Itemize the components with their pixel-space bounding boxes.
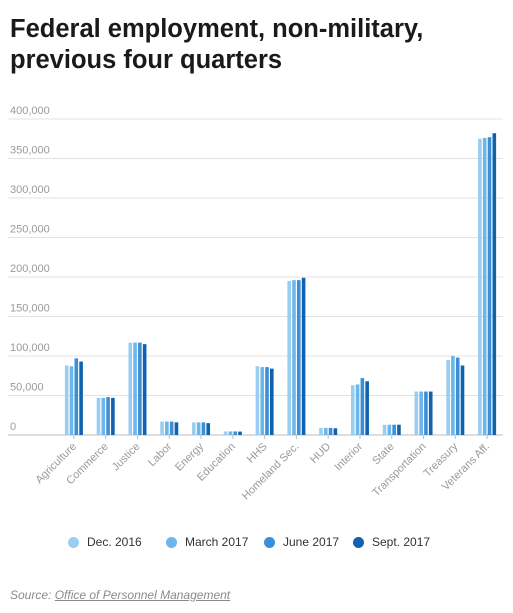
y-tick-label: 300,000 xyxy=(10,184,50,196)
bar[interactable] xyxy=(424,391,428,435)
y-axis-ticks: 0 50,000 100,000 150,000 200,000 250,000 300,0… xyxy=(10,105,50,433)
y-tick-label: 50,000 xyxy=(10,382,44,394)
bar[interactable] xyxy=(233,431,238,435)
chart-title: Federal employment, non-military, previo… xyxy=(10,15,424,74)
legend-swatch-june-2017 xyxy=(264,536,275,548)
source-link[interactable]: Office of Personnel Management xyxy=(54,588,231,602)
bar[interactable] xyxy=(428,391,433,435)
legend-label: Sept. 2017 xyxy=(372,535,431,549)
bar[interactable] xyxy=(260,367,265,435)
bar[interactable] xyxy=(492,133,497,435)
bar[interactable] xyxy=(455,357,460,435)
bar[interactable] xyxy=(206,423,211,435)
bar[interactable] xyxy=(397,424,401,435)
legend-swatch-march-2017 xyxy=(166,536,177,548)
source-note: Source: Office of Personnel Management xyxy=(10,588,230,602)
x-tick-label: State xyxy=(370,441,397,468)
y-tick-label: 150,000 xyxy=(10,303,50,315)
bar[interactable] xyxy=(419,391,423,435)
gridlines xyxy=(8,118,503,436)
bar[interactable] xyxy=(96,397,101,435)
bar[interactable] xyxy=(392,424,396,435)
legend-item-sept-2017[interactable]: Sept. 2017 xyxy=(353,535,430,549)
bar[interactable] xyxy=(360,378,365,435)
bar[interactable] xyxy=(101,397,106,435)
bar[interactable] xyxy=(255,366,260,435)
bar[interactable] xyxy=(270,368,274,435)
bar[interactable] xyxy=(174,422,179,435)
bar[interactable] xyxy=(482,137,487,435)
bar[interactable] xyxy=(160,421,164,435)
y-tick-label: 350,000 xyxy=(10,145,50,157)
y-tick-label: 100,000 xyxy=(10,342,50,354)
bar[interactable] xyxy=(478,138,482,435)
bar[interactable] xyxy=(238,431,242,435)
legend-item-march-2017[interactable]: March 2017 xyxy=(166,535,248,549)
bar[interactable] xyxy=(296,280,301,435)
legend-swatch-sept-2017 xyxy=(353,536,364,548)
bar[interactable] xyxy=(69,366,74,435)
bar[interactable] xyxy=(350,385,355,435)
legend-label: March 2017 xyxy=(185,535,249,549)
bar[interactable] xyxy=(292,280,296,435)
bar[interactable] xyxy=(138,342,142,435)
legend-label: June 2017 xyxy=(283,535,340,549)
x-tick-label: HHS xyxy=(245,441,270,466)
bar[interactable] xyxy=(79,361,83,435)
bar[interactable] xyxy=(446,359,450,435)
bar[interactable] xyxy=(319,427,323,435)
bar-chart: 0 50,000 100,000 150,000 200,000 250,000 300,0… xyxy=(8,105,503,502)
legend-item-june-2017[interactable]: June 2017 xyxy=(264,535,339,549)
y-tick-label: 0 xyxy=(10,421,16,433)
bar[interactable] xyxy=(165,421,169,435)
bar[interactable] xyxy=(328,427,333,435)
legend-swatch-dec-2016 xyxy=(68,536,79,548)
bar[interactable] xyxy=(365,381,369,435)
bar[interactable] xyxy=(106,397,110,435)
bar[interactable] xyxy=(196,422,201,435)
x-tick-label: Labor xyxy=(146,440,175,469)
bar[interactable] xyxy=(133,342,137,435)
bar[interactable] xyxy=(382,424,387,435)
bar[interactable] xyxy=(287,280,291,435)
bar[interactable] xyxy=(323,427,328,435)
bar[interactable] xyxy=(169,421,174,435)
bar[interactable] xyxy=(301,277,306,435)
bars xyxy=(64,133,497,436)
x-tick-label: Homeland Sec. xyxy=(240,441,302,503)
y-tick-label: 200,000 xyxy=(10,263,50,275)
bar[interactable] xyxy=(74,358,79,435)
source-prefix: Source: xyxy=(10,588,55,602)
legend-label: Dec. 2016 xyxy=(87,535,142,549)
x-tick-label: Interior xyxy=(332,440,365,473)
y-tick-label: 250,000 xyxy=(10,224,50,236)
bar[interactable] xyxy=(265,367,269,435)
legend-item-dec-2016[interactable]: Dec. 2016 xyxy=(68,535,142,549)
bar[interactable] xyxy=(487,137,492,436)
bar[interactable] xyxy=(192,422,196,435)
legend: Dec. 2016 March 2017 June 2017 Sept. 201… xyxy=(0,535,513,555)
bar[interactable] xyxy=(142,344,147,435)
bar[interactable] xyxy=(228,431,233,435)
bar[interactable] xyxy=(460,365,465,435)
bar[interactable] xyxy=(201,422,206,435)
x-tick-label: Justice xyxy=(110,441,143,474)
bar[interactable] xyxy=(451,356,455,435)
bar[interactable] xyxy=(333,428,338,435)
bar[interactable] xyxy=(387,424,392,435)
y-tick-label: 400,000 xyxy=(10,105,50,117)
x-tick-label: HUD xyxy=(308,441,333,466)
bar[interactable] xyxy=(128,342,133,435)
bar[interactable] xyxy=(64,365,69,435)
bar[interactable] xyxy=(111,397,115,435)
bar[interactable] xyxy=(414,391,419,435)
bar[interactable] xyxy=(355,384,360,435)
bar[interactable] xyxy=(223,431,228,435)
